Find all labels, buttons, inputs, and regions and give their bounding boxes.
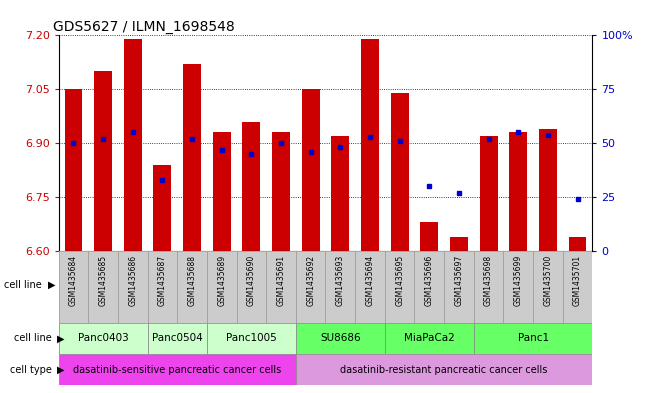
Bar <box>272 132 290 251</box>
Bar <box>183 64 201 251</box>
Bar <box>450 237 468 251</box>
Bar <box>124 39 142 251</box>
FancyBboxPatch shape <box>385 323 474 354</box>
Text: MiaPaCa2: MiaPaCa2 <box>404 333 454 343</box>
Text: GSM1435695: GSM1435695 <box>395 255 404 306</box>
FancyBboxPatch shape <box>533 251 562 323</box>
FancyBboxPatch shape <box>503 251 533 323</box>
Bar <box>154 165 171 251</box>
Text: cell type: cell type <box>10 365 52 375</box>
FancyBboxPatch shape <box>296 354 592 385</box>
Text: GSM1435685: GSM1435685 <box>98 255 107 306</box>
Bar <box>64 89 82 251</box>
Text: GSM1435700: GSM1435700 <box>544 255 553 306</box>
Bar <box>213 132 230 251</box>
FancyBboxPatch shape <box>177 251 207 323</box>
FancyBboxPatch shape <box>59 251 89 323</box>
FancyBboxPatch shape <box>59 323 148 354</box>
Bar <box>242 121 260 251</box>
Text: GSM1435697: GSM1435697 <box>454 255 464 306</box>
Bar <box>391 93 409 251</box>
Text: ▶: ▶ <box>57 365 64 375</box>
FancyBboxPatch shape <box>326 251 355 323</box>
Bar <box>94 71 112 251</box>
Text: SU8686: SU8686 <box>320 333 361 343</box>
FancyBboxPatch shape <box>296 323 385 354</box>
Text: GSM1435696: GSM1435696 <box>425 255 434 306</box>
Text: Panc0403: Panc0403 <box>77 333 128 343</box>
Bar <box>361 39 379 251</box>
Text: GSM1435699: GSM1435699 <box>514 255 523 306</box>
FancyBboxPatch shape <box>355 251 385 323</box>
FancyBboxPatch shape <box>207 323 296 354</box>
Text: GSM1435692: GSM1435692 <box>306 255 315 306</box>
Text: ▶: ▶ <box>57 333 64 343</box>
Text: GSM1435690: GSM1435690 <box>247 255 256 306</box>
Text: dasatinib-sensitive pancreatic cancer cells: dasatinib-sensitive pancreatic cancer ce… <box>73 365 281 375</box>
Text: Panc0504: Panc0504 <box>152 333 202 343</box>
Text: GSM1435693: GSM1435693 <box>336 255 345 306</box>
FancyBboxPatch shape <box>118 251 148 323</box>
FancyBboxPatch shape <box>89 251 118 323</box>
Text: GDS5627 / ILMN_1698548: GDS5627 / ILMN_1698548 <box>53 20 235 34</box>
Text: cell line: cell line <box>14 333 52 343</box>
Text: Panc1: Panc1 <box>518 333 549 343</box>
Text: GSM1435684: GSM1435684 <box>69 255 78 306</box>
Bar <box>569 237 587 251</box>
Bar <box>480 136 497 251</box>
Text: GSM1435686: GSM1435686 <box>128 255 137 306</box>
Text: GSM1435691: GSM1435691 <box>277 255 286 306</box>
FancyBboxPatch shape <box>444 251 474 323</box>
FancyBboxPatch shape <box>474 251 503 323</box>
Bar <box>302 89 320 251</box>
FancyBboxPatch shape <box>59 354 296 385</box>
Text: GSM1435701: GSM1435701 <box>573 255 582 306</box>
Text: cell line  ▶: cell line ▶ <box>4 279 55 290</box>
FancyBboxPatch shape <box>236 251 266 323</box>
FancyBboxPatch shape <box>148 251 177 323</box>
FancyBboxPatch shape <box>385 251 415 323</box>
Bar <box>421 222 438 251</box>
FancyBboxPatch shape <box>207 251 236 323</box>
Text: GSM1435689: GSM1435689 <box>217 255 226 306</box>
Bar <box>331 136 349 251</box>
FancyBboxPatch shape <box>562 251 592 323</box>
Text: dasatinib-resistant pancreatic cancer cells: dasatinib-resistant pancreatic cancer ce… <box>340 365 547 375</box>
FancyBboxPatch shape <box>474 323 592 354</box>
Text: GSM1435698: GSM1435698 <box>484 255 493 306</box>
Text: GSM1435688: GSM1435688 <box>187 255 197 306</box>
Text: Panc1005: Panc1005 <box>226 333 277 343</box>
FancyBboxPatch shape <box>296 251 326 323</box>
Text: GSM1435694: GSM1435694 <box>365 255 374 306</box>
Bar <box>509 132 527 251</box>
FancyBboxPatch shape <box>148 323 207 354</box>
FancyBboxPatch shape <box>266 251 296 323</box>
Bar <box>539 129 557 251</box>
FancyBboxPatch shape <box>415 251 444 323</box>
Text: GSM1435687: GSM1435687 <box>158 255 167 306</box>
